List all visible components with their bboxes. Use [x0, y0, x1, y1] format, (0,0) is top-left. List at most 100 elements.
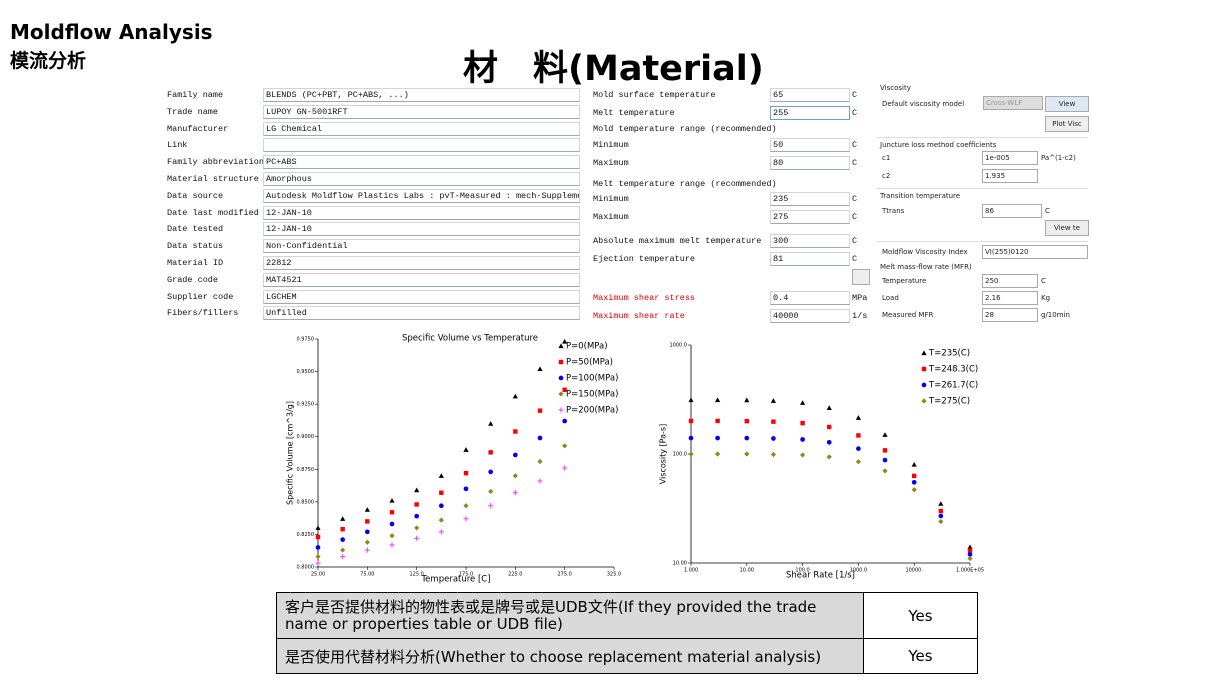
legend-label: P=0(MPa)	[566, 342, 608, 352]
x-tick-label: 175.0	[459, 572, 473, 578]
legend-label: T=275(C)	[928, 397, 970, 407]
field[interactable]: Autodesk Moldflow Plastics Labs : pvT-Me…	[263, 188, 580, 203]
legend-marker	[558, 375, 564, 381]
label: Data source	[167, 190, 224, 201]
field[interactable]: 12-JAN-10	[263, 222, 580, 237]
x-tick-label: 1000.0	[850, 568, 868, 574]
field[interactable]: MAT4521	[263, 272, 580, 287]
label: Manufacturer	[167, 123, 229, 134]
dropdown[interactable]: Cross-WLF	[983, 96, 1043, 110]
field[interactable]: LG Chemical	[263, 121, 580, 136]
viscosity-panel: Viscosity Default viscosity model Cross-…	[876, 84, 1089, 324]
data-point	[744, 435, 750, 441]
data-point	[882, 457, 888, 463]
data-point	[826, 405, 832, 410]
field[interactable]: 250	[982, 274, 1038, 288]
label: Temperature	[882, 277, 927, 285]
field[interactable]: 86	[982, 204, 1042, 218]
legend-marker	[921, 366, 927, 372]
data-point	[911, 473, 917, 479]
data-point	[512, 490, 518, 496]
data-point	[856, 446, 861, 451]
x-tick-label: 100.0	[795, 568, 809, 574]
data-point	[855, 415, 861, 420]
x-axis-label: Temperature [C]	[420, 575, 490, 585]
label: Default viscosity model	[882, 100, 965, 108]
unit: C	[1041, 277, 1046, 285]
data-point	[340, 547, 346, 553]
field[interactable]: 0.4	[770, 291, 850, 305]
data-point	[414, 525, 420, 531]
label: Maximum	[593, 158, 629, 168]
y-tick-label: 1000.0	[670, 343, 688, 349]
field[interactable]: 235	[770, 192, 850, 206]
field[interactable]: 12-JAN-10	[263, 205, 580, 220]
button[interactable]: View	[1045, 96, 1089, 112]
field[interactable]: 28	[982, 308, 1038, 322]
label: Minimum	[593, 140, 629, 150]
label: Maximum shear stress	[593, 293, 696, 303]
field[interactable]: 81	[770, 252, 850, 266]
label: Supplier code	[167, 291, 234, 302]
field[interactable]: LGCHEM	[263, 289, 580, 304]
button[interactable]	[852, 269, 870, 285]
data-point	[562, 418, 568, 424]
brand: Moldflow Analysis	[10, 20, 213, 44]
label: Measured MFR	[882, 311, 934, 319]
field[interactable]	[263, 138, 580, 153]
label: Trade name	[167, 106, 219, 117]
data-point	[827, 424, 832, 430]
button[interactable]: Plot Visc	[1045, 116, 1089, 132]
field[interactable]: 22812	[263, 256, 580, 270]
data-point	[438, 517, 444, 523]
data-point	[463, 516, 469, 522]
data-point	[800, 420, 805, 426]
data-point	[938, 513, 944, 519]
field[interactable]: BLENDS (PC+PBT, PC+ABS, ...)	[263, 88, 580, 102]
field[interactable]: 255	[770, 106, 850, 120]
unit: MPa	[852, 293, 868, 303]
label: Material structure	[167, 174, 259, 184]
data-point	[463, 470, 469, 476]
field[interactable]: Unfilled	[263, 306, 580, 321]
field[interactable]: 275	[770, 210, 850, 224]
data-point	[365, 519, 370, 524]
field[interactable]: 1e-005	[982, 151, 1038, 165]
field[interactable]: 40000	[770, 309, 850, 323]
data-point	[340, 553, 346, 560]
label: Data status	[167, 241, 224, 252]
button[interactable]: View te	[1045, 220, 1089, 236]
field[interactable]: Non-Confidential	[263, 239, 580, 254]
data-point	[800, 452, 806, 458]
data-point	[364, 529, 370, 535]
field[interactable]: 1.935	[982, 169, 1038, 183]
field[interactable]: PC+ABS	[263, 155, 580, 170]
separator	[876, 137, 1088, 138]
field[interactable]: VI(255)0120	[982, 245, 1088, 259]
unit: g/10min	[1041, 311, 1070, 319]
field[interactable]: 2.16	[982, 291, 1038, 305]
label: Date tested	[167, 224, 224, 235]
data-point	[800, 437, 805, 442]
data-point	[911, 479, 917, 485]
label: Family abbreviation	[167, 157, 264, 168]
label: Minimum	[593, 194, 629, 204]
field[interactable]: LUPOY GN-5001RFT	[263, 104, 580, 119]
data-point	[389, 542, 395, 548]
field[interactable]: 50	[770, 138, 850, 152]
field[interactable]: 80	[770, 156, 850, 170]
label: Moldflow Viscosity Index	[882, 248, 968, 256]
field[interactable]: 65	[770, 88, 850, 102]
field[interactable]: Amorphous	[263, 172, 580, 186]
legend-label: P=150(MPa)	[566, 390, 618, 400]
field[interactable]: 300	[770, 234, 850, 248]
data-point	[537, 408, 543, 413]
data-point	[488, 421, 494, 426]
data-point	[855, 459, 861, 465]
description-panel: Family name BLENDS (PC+PBT, PC+ABS, ...) T…	[163, 86, 581, 322]
label: Link	[167, 140, 188, 151]
question: 客户是否提供材料的物性表或是牌号或是UDB文件(If they provided…	[276, 592, 864, 639]
data-point	[463, 486, 469, 492]
label: c2	[882, 172, 891, 180]
